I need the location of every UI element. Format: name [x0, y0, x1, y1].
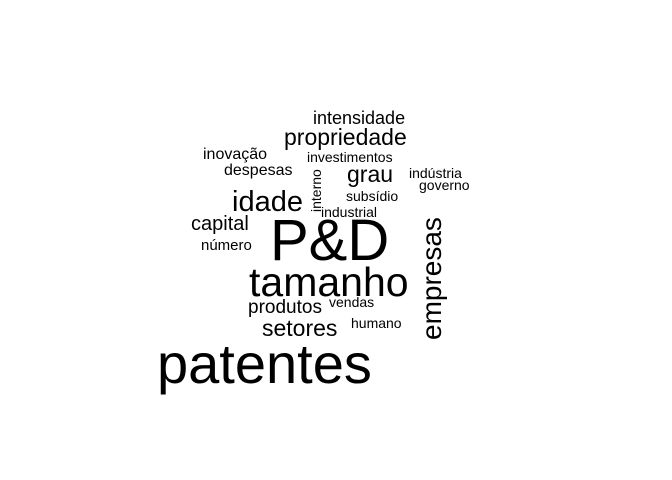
- word-grau: grau: [347, 161, 394, 187]
- word-produtos: produtos: [248, 297, 322, 318]
- word-humano: humano: [351, 315, 402, 331]
- word-investimentos: investimentos: [307, 149, 393, 165]
- word-setores: setores: [262, 315, 338, 341]
- word-numero: número: [201, 237, 252, 254]
- word-tamanho: tamanho: [249, 259, 409, 305]
- word-idade: idade: [232, 186, 303, 218]
- word-despesas: despesas: [224, 162, 293, 179]
- word-subsidio: subsídio: [346, 188, 399, 204]
- word-p-and-d: P&D: [270, 208, 390, 273]
- word-intensidade: intensidade: [313, 108, 406, 128]
- word-capital: capital: [191, 213, 249, 235]
- word-industria: indústria: [409, 165, 462, 181]
- word-empresas: empresas: [416, 217, 447, 340]
- word-industrial: industrial: [321, 204, 378, 220]
- word-patentes: patentes: [157, 332, 372, 395]
- word-vendas: vendas: [329, 294, 375, 310]
- word-governo: governo: [419, 177, 470, 193]
- word-inovacao: inovação: [203, 146, 268, 163]
- word-propriedade: propriedade: [284, 124, 407, 150]
